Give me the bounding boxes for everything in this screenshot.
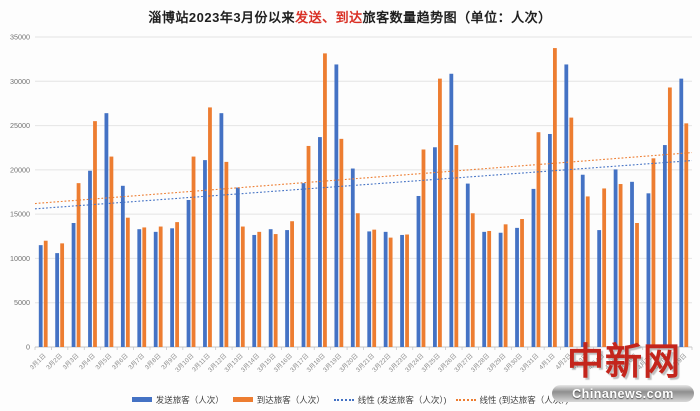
- legend-item-arrival-trend: 线性 (到达旅客（人次）): [455, 394, 569, 406]
- svg-text:20000: 20000: [10, 165, 30, 174]
- arrival-swatch-icon: [232, 397, 253, 402]
- legend-label: 发送旅客（人次）: [155, 394, 224, 405]
- gridlines: [35, 36, 692, 348]
- svg-text:3月8日: 3月8日: [143, 352, 163, 372]
- arrival-trendline: [34, 152, 693, 205]
- series-arrival-bars: [43, 48, 689, 348]
- svg-text:25000: 25000: [10, 121, 30, 130]
- departure-trend-swatch-icon: [333, 398, 354, 401]
- legend-label: 线性 (到达旅客（人次）): [479, 394, 569, 405]
- svg-text:3月7日: 3月7日: [127, 352, 147, 372]
- title-highlight: 发送、到达: [295, 10, 363, 25]
- departure-trendline: [34, 160, 693, 210]
- arrival-trend-swatch-icon: [455, 398, 476, 401]
- svg-text:3月6日: 3月6日: [110, 352, 130, 372]
- title-suffix: 旅客数量趋势图（单位：人次）: [362, 10, 552, 25]
- y-axis-labels: 0 5000 10000 15000 20000 25000 30000 35000: [10, 33, 30, 352]
- svg-text:15000: 15000: [10, 210, 30, 219]
- legend-item-departure-trend: 线性 (发送旅客（人次）): [333, 394, 447, 406]
- chinanews-url-banner: Chinanews.com: [552, 385, 694, 402]
- chinanews-logo: 中新网: [567, 339, 681, 383]
- svg-text:3月2日: 3月2日: [45, 352, 65, 372]
- svg-text:10000: 10000: [10, 254, 30, 263]
- legend-item-departure: 发送旅客（人次）: [131, 394, 224, 406]
- legend-item-arrival: 到达旅客（人次）: [232, 394, 325, 406]
- svg-text:30000: 30000: [10, 77, 30, 86]
- legend-label: 到达旅客（人次）: [256, 394, 325, 405]
- svg-text:3月31日: 3月31日: [518, 352, 540, 374]
- chart-legend: 发送旅客（人次） 到达旅客（人次） 线性 (发送旅客（人次）) 线性 (到达旅客…: [0, 392, 700, 407]
- chart-title: 淄博站2023年3月份以来发送、到达旅客数量趋势图（单位：人次）: [0, 7, 700, 26]
- legend-label: 线性 (发送旅客（人次）): [357, 394, 447, 405]
- bar-chart: 050001000015000200002500030000350003月1日3…: [10, 33, 693, 374]
- svg-text:4月1日: 4月1日: [537, 352, 557, 372]
- x-axis-ticks: [34, 347, 693, 350]
- svg-text:3月4日: 3月4日: [77, 352, 97, 372]
- svg-text:3月5日: 3月5日: [94, 352, 114, 372]
- svg-text:35000: 35000: [10, 33, 30, 42]
- departure-swatch-icon: [131, 397, 152, 402]
- svg-text:3月1日: 3月1日: [28, 352, 48, 372]
- svg-text:5000: 5000: [14, 298, 30, 307]
- series-departure-bars: [38, 64, 684, 348]
- svg-text:0: 0: [26, 343, 30, 352]
- svg-text:3月3日: 3月3日: [61, 352, 81, 372]
- title-prefix: 淄博站2023年3月份以来: [148, 10, 296, 25]
